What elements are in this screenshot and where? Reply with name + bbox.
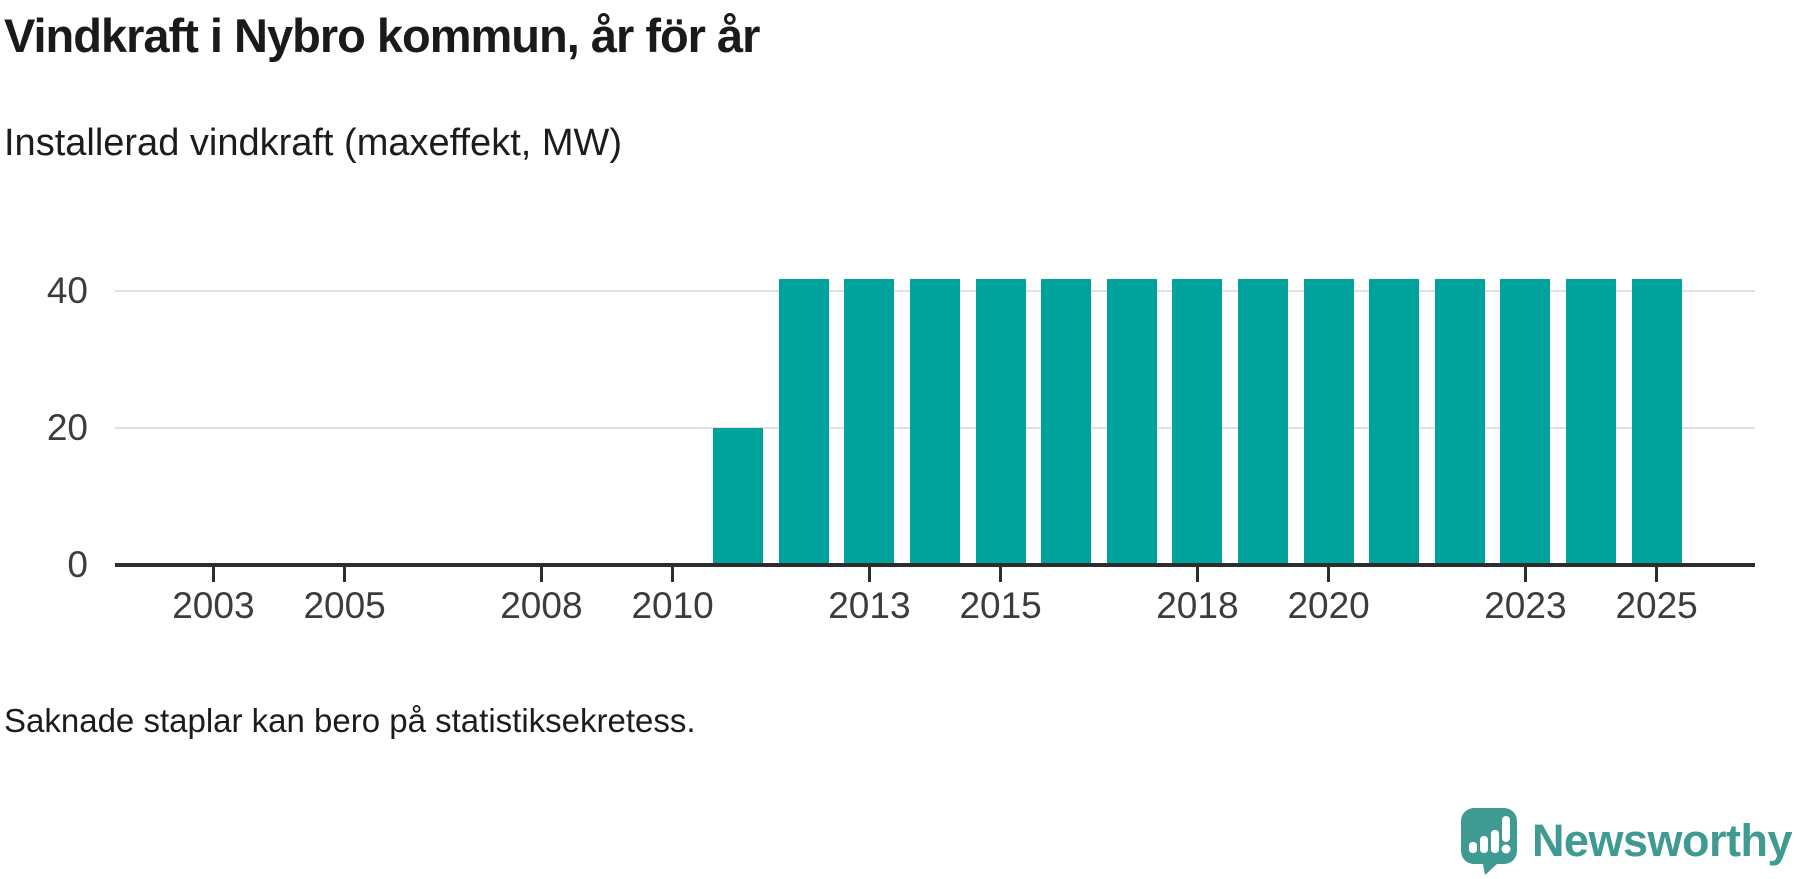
bar-2020 [1303, 279, 1354, 565]
bar-2021 [1369, 279, 1420, 565]
bar-2024 [1566, 279, 1616, 565]
x-tick-2008 [539, 567, 543, 582]
bar-2017 [1106, 279, 1157, 565]
bar-2025 [1631, 279, 1682, 565]
bar-2019 [1238, 279, 1288, 565]
x-tick-label-2005: 2005 [303, 585, 386, 626]
x-tick-2025 [1655, 567, 1659, 582]
x-axis-line [115, 563, 1755, 567]
bar-2023 [1500, 279, 1551, 565]
x-tick-2023 [1523, 567, 1527, 582]
plot-area: 2003 2005 2008 2010 2013 2015 2018 2020 2023 2025 [115, 230, 1755, 626]
bar-2016 [1041, 279, 1092, 565]
x-tick-label-2020: 2020 [1287, 585, 1370, 626]
y-axis-labels: 0 20 40 [0, 230, 88, 585]
y-tick-label-40: 40 [46, 269, 88, 311]
x-tick-label-2025: 2025 [1615, 585, 1698, 626]
x-tick-label-2018: 2018 [1156, 585, 1239, 626]
bar-2013 [844, 279, 895, 565]
chart-title: Vindkraft i Nybro kommun, år för år [4, 9, 760, 62]
chart-footnote: Saknade staplar kan bero på statistiksek… [4, 702, 696, 739]
bar-2018 [1172, 279, 1223, 565]
bar-2022 [1434, 279, 1485, 565]
bar-2015 [975, 279, 1026, 565]
brand-name: Newsworthy [1531, 815, 1793, 866]
x-tick-label-2003: 2003 [172, 585, 255, 626]
bar-2014 [910, 279, 960, 565]
x-tick-2003 [211, 567, 215, 582]
x-tick-label-2023: 2023 [1484, 585, 1567, 626]
x-tick-2005 [343, 567, 347, 582]
x-tick-label-2010: 2010 [631, 585, 714, 626]
y-tick-label-0: 0 [67, 544, 88, 585]
x-tick-2020 [1327, 567, 1331, 582]
x-tick-2015 [999, 567, 1003, 582]
x-tick-2010 [671, 567, 675, 582]
chart-subtitle: Installerad vindkraft (maxeffekt, MW) [4, 122, 623, 164]
x-tick-label-2015: 2015 [959, 585, 1042, 626]
bar-2011 [713, 428, 764, 565]
x-tick-label-2008: 2008 [500, 585, 583, 626]
newsworthy-speech-bubble-bar-chart-icon [1460, 807, 1518, 875]
y-tick-label-20: 20 [46, 406, 88, 448]
brand-logo: Newsworthy [1460, 807, 1793, 875]
x-tick-label-2013: 2013 [828, 585, 911, 626]
x-tick-2018 [1195, 567, 1199, 582]
bar-2012 [778, 279, 829, 565]
x-tick-2013 [867, 567, 871, 582]
